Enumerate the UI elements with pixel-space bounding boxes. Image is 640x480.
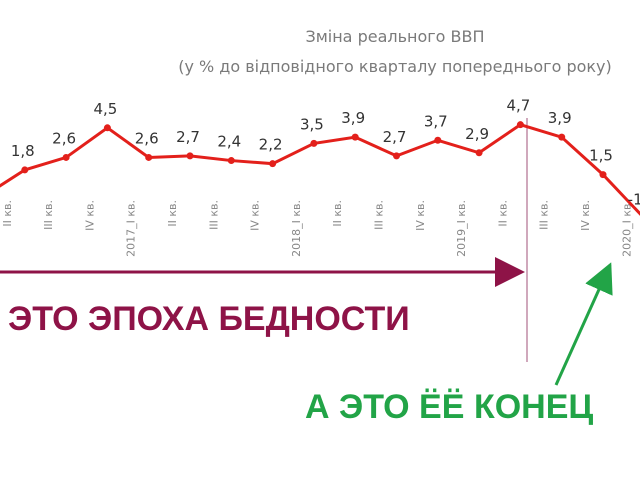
data-label: 4,7 <box>506 97 530 115</box>
data-label: 2,7 <box>383 128 407 146</box>
data-label: 2,7 <box>176 128 200 146</box>
marker <box>516 121 524 129</box>
chart-title: Зміна реального ВВП <box>305 27 484 46</box>
x-tick-label: II кв. <box>1 200 14 227</box>
data-label: 1,8 <box>11 142 35 160</box>
x-tick-label: III кв. <box>42 200 55 230</box>
data-label: 3,5 <box>300 115 324 133</box>
data-label: 1,5 <box>589 147 613 165</box>
marker <box>434 136 442 144</box>
marker <box>599 171 607 179</box>
data-label: 2,4 <box>217 133 241 151</box>
annotation: А ЭТО ЁЁ КОНЕЦ <box>305 388 593 426</box>
marker <box>558 133 566 141</box>
marker <box>21 166 29 174</box>
annotation: ЭТО ЭПОХА БЕДНОСТИ <box>8 300 410 338</box>
data-label: 4,5 <box>93 100 117 118</box>
x-tick-label: II кв. <box>331 200 344 227</box>
marker <box>227 157 235 165</box>
marker <box>475 149 483 157</box>
x-tick-label: 2018_I кв. <box>290 200 303 257</box>
data-label: 2,6 <box>52 129 76 147</box>
marker <box>351 133 359 141</box>
x-tick-label: IV кв. <box>414 200 427 231</box>
marker <box>393 152 400 160</box>
x-tick-label: II кв. <box>166 200 179 227</box>
x-tick-label: 2017_I кв. <box>125 200 138 257</box>
x-tick-label: IV кв. <box>249 200 262 231</box>
marker <box>103 124 111 132</box>
data-label: 3,9 <box>341 109 365 127</box>
marker <box>186 152 194 160</box>
marker <box>269 160 277 168</box>
data-label: 2,2 <box>259 136 283 154</box>
marker <box>145 153 153 161</box>
x-tick-label: 2019_I кв. <box>455 200 468 257</box>
marker <box>62 153 70 161</box>
data-label: 2,6 <box>135 129 159 147</box>
arrow <box>554 262 613 386</box>
marker <box>310 139 318 147</box>
data-label: 3,7 <box>424 112 448 130</box>
x-tick-label: 2020_I кв. <box>620 200 633 257</box>
data-label: 2,9 <box>465 125 489 143</box>
x-tick-label: IV кв. <box>579 200 592 231</box>
x-tick-label: III кв. <box>207 200 220 230</box>
chart-subtitle: (у % до відповідного кварталу попередньо… <box>178 57 612 76</box>
x-tick-label: III кв. <box>538 200 551 230</box>
x-tick-label: II кв. <box>496 200 509 227</box>
x-tick-label: III кв. <box>373 200 386 230</box>
x-tick-label: IV кв. <box>83 200 96 231</box>
data-label: 3,9 <box>548 109 572 127</box>
data-label: -1,3 <box>628 190 640 208</box>
